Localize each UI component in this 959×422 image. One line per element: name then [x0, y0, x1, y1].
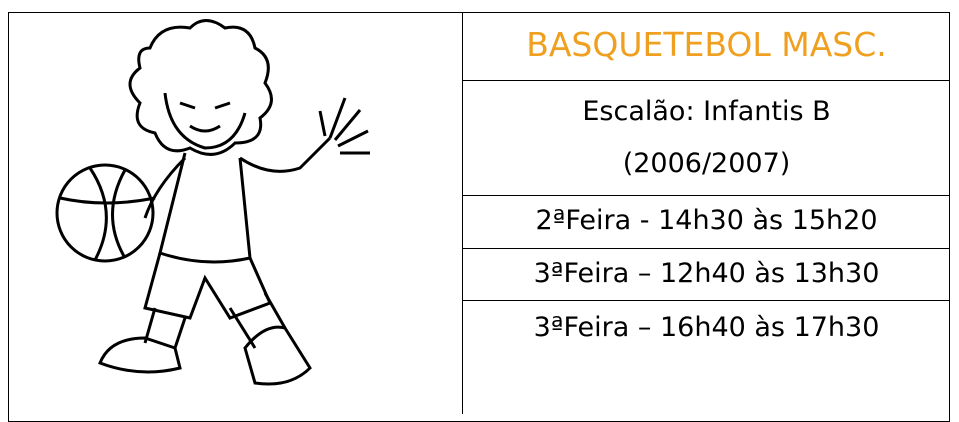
- age-group: Escalão: Infantis B: [582, 96, 831, 127]
- season: (2006/2007): [622, 148, 791, 179]
- row-divider: [462, 300, 950, 301]
- schedule-entry: 3ªFeira – 12h40 às 13h30: [533, 258, 880, 289]
- basketball-player-illustration: [55, 19, 370, 386]
- row-divider: [462, 80, 950, 81]
- column-divider: [462, 12, 463, 414]
- schedule-entry: 3ªFeira – 16h40 às 17h30: [533, 312, 880, 343]
- schedule-entry: 2ªFeira - 14h30 às 15h20: [535, 205, 878, 236]
- row-divider: [462, 248, 950, 249]
- row-divider: [462, 195, 950, 196]
- sport-title: BASQUETEBOL MASC.: [526, 25, 887, 64]
